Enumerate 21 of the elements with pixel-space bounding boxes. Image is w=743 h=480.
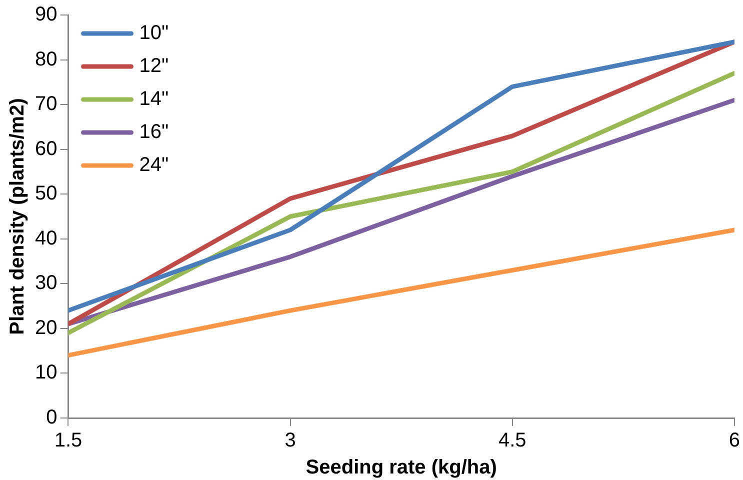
y-tick-label: 50	[34, 182, 58, 205]
y-tick-label: 80	[34, 48, 58, 70]
legend-label: 10"	[139, 22, 169, 44]
legend-label: 16"	[139, 121, 169, 144]
x-tick-label: 6	[728, 430, 740, 452]
y-tick-label: 40	[34, 227, 58, 250]
legend-label: 12"	[139, 55, 169, 78]
y-tick-label: 0	[46, 406, 58, 429]
x-tick-label: 4.5	[498, 430, 526, 452]
legend-label: 14"	[139, 88, 169, 110]
x-axis-title: Seeding rate (kg/ha)	[306, 456, 497, 479]
y-tick-label: 90	[34, 4, 58, 26]
y-axis-title: Plant density (plants/m2)	[6, 98, 29, 335]
y-tick-label: 10	[34, 362, 58, 384]
legend-label: 24"	[139, 154, 169, 176]
y-tick-label: 60	[34, 138, 58, 160]
y-tick-label: 30	[34, 272, 58, 294]
x-tick-label: 1.5	[54, 430, 82, 452]
x-tick-label: 3	[284, 430, 296, 452]
y-tick-label: 20	[34, 316, 58, 339]
y-tick-label: 70	[34, 93, 58, 116]
